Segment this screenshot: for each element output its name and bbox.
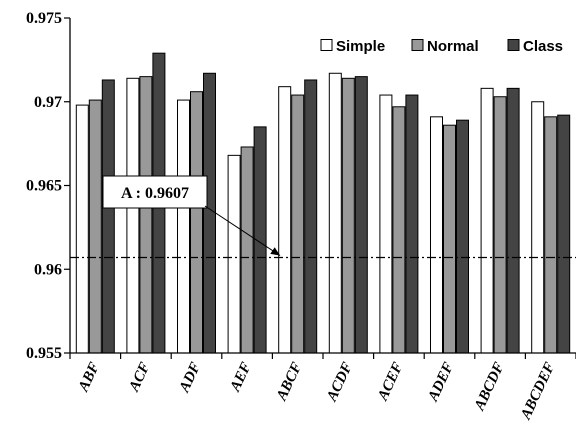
- bar-simple-acdf: [328, 72, 342, 354]
- annotation-box: [102, 175, 208, 209]
- x-category-label: AEF: [227, 360, 255, 395]
- x-category-label: ADEF: [425, 360, 457, 405]
- x-category-label: ABF: [75, 360, 103, 395]
- y-tick-label: 0.965: [26, 178, 62, 195]
- x-category-label: ACEF: [375, 360, 407, 404]
- y-tick-label: 0.96: [34, 261, 62, 278]
- bar-simple-adf: [177, 99, 190, 354]
- bar-simple-abcf: [278, 86, 292, 354]
- x-category-label: ABCDEF: [518, 360, 559, 423]
- bar-normal-acdf: [341, 77, 355, 354]
- bar-normal-acf: [139, 76, 153, 354]
- bar-class-adf: [203, 72, 216, 354]
- bar-class-abf: [101, 79, 115, 354]
- y-tick-label: 0.97: [34, 94, 62, 111]
- x-category-label: ABCF: [273, 360, 305, 404]
- bar-class-adef: [456, 119, 469, 354]
- bar-normal-abcdf: [493, 96, 507, 354]
- bar-normal-adf: [190, 91, 203, 354]
- legend-swatch-normal: [411, 39, 424, 51]
- bar-simple-aef: [227, 154, 241, 354]
- bars-group: [75, 52, 571, 354]
- x-category-label: ADF: [176, 360, 204, 396]
- annotation-arrowhead: [270, 247, 280, 256]
- bar-class-acdf: [354, 76, 368, 354]
- reference-line-group: A : 0.9607: [70, 175, 576, 259]
- bar-normal-adef: [443, 124, 456, 354]
- x-category-label: ABCDF: [471, 360, 507, 414]
- bar-simple-acef: [379, 94, 393, 354]
- bar-class-acef: [405, 94, 419, 354]
- bar-normal-acef: [392, 106, 406, 354]
- bar-normal-aef: [240, 146, 254, 354]
- x-category-label: ACF: [126, 360, 154, 395]
- legend-label-normal: Normal: [427, 38, 479, 55]
- legend: Simple Normal Class: [314, 33, 576, 59]
- annotation-label: A : 0.9607: [121, 185, 189, 202]
- bar-simple-abf: [75, 104, 89, 354]
- legend-label-class: Class: [523, 38, 563, 55]
- annotation-arrow: [204, 205, 281, 256]
- legend-swatch-class: [507, 39, 520, 51]
- y-tick-label: 0.975: [26, 10, 62, 27]
- legend-label-simple: Simple: [336, 38, 385, 55]
- bar-normal-abf: [88, 99, 102, 354]
- bar-normal-abcf: [291, 94, 305, 354]
- bar-simple-abcdef: [531, 101, 545, 354]
- bar-simple-acf: [126, 77, 140, 354]
- x-category-label: ACDF: [324, 360, 356, 405]
- bar-class-abcdf: [506, 87, 520, 354]
- legend-swatch-simple: [320, 39, 333, 51]
- y-tick-label: 0.955: [26, 345, 62, 362]
- bar-normal-abcdef: [544, 116, 558, 354]
- bar-simple-adef: [430, 116, 443, 354]
- bar-simple-abcdf: [480, 87, 494, 354]
- legend-background: [314, 33, 576, 59]
- bar-class-abcdef: [557, 114, 571, 354]
- bar-class-abcf: [304, 79, 318, 354]
